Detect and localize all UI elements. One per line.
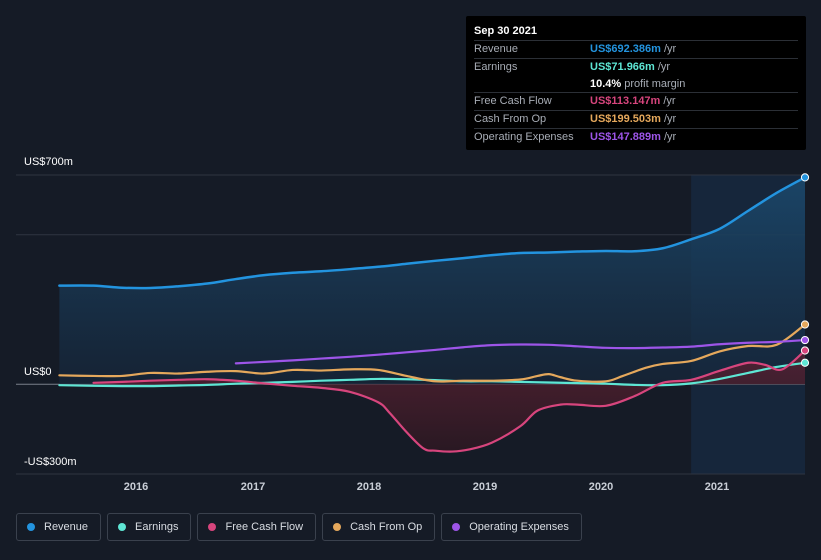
tooltip-row-cfo: Cash From Op US$199.503m /yr <box>474 110 798 128</box>
x-tick-label: 2020 <box>588 481 614 493</box>
tooltip-label: Revenue <box>474 43 519 55</box>
tooltip-value: US$113.147m <box>590 95 661 108</box>
tooltip-date: Sep 30 2021 <box>474 25 537 37</box>
free-cash-flow-area <box>93 350 806 452</box>
legend-item-earnings[interactable]: Earnings <box>107 513 192 541</box>
legend-label: Free Cash Flow <box>225 521 304 533</box>
tooltip-value: US$199.503m <box>590 113 661 126</box>
y-axis-bottom-label: -US$300m <box>24 456 77 468</box>
series-line-cfo <box>58 323 807 383</box>
legend-dot-icon <box>118 523 127 531</box>
tooltip-unit: /yr <box>657 60 671 73</box>
x-tick-label: 2017 <box>240 481 266 493</box>
legend-label: Earnings <box>135 521 179 533</box>
legend-label: Operating Expenses <box>469 521 569 533</box>
y-axis-zero-label: US$0 <box>24 366 52 378</box>
legend-item-free-cash-flow[interactable]: Free Cash Flow <box>197 513 317 541</box>
tooltip-label: Operating Expenses <box>474 130 574 143</box>
series-end-markers <box>800 173 810 367</box>
series-end-dot-fcf <box>800 346 810 355</box>
profit-margin-value: 10.4% <box>590 77 622 90</box>
legend-item-operating-expenses[interactable]: Operating Expenses <box>441 513 582 541</box>
chart-legend: Revenue Earnings Free Cash Flow Cash Fro… <box>16 513 582 541</box>
series-line-revenue <box>58 176 807 290</box>
y-axis-top-label: US$700m <box>24 156 73 168</box>
legend-dot-icon <box>208 523 217 531</box>
series-areas <box>59 177 806 452</box>
legend-dot-icon <box>333 523 342 531</box>
legend-dot-icon <box>27 523 35 531</box>
revenue-area <box>59 177 805 385</box>
series-line-earnings <box>58 361 807 388</box>
legend-dot-icon <box>452 523 461 531</box>
tooltip-row-revenue: Revenue US$692.386m /yr <box>474 40 798 58</box>
series-end-dot-cfo <box>800 320 810 329</box>
tooltip-row-fcf: Free Cash Flow US$113.147m /yr <box>474 92 798 110</box>
series-line-fcf <box>92 349 807 453</box>
legend-item-cash-from-op[interactable]: Cash From Op <box>322 513 436 541</box>
profit-margin-text: profit margin <box>624 77 686 90</box>
tooltip-row-margin: 10.4% profit margin <box>474 76 798 93</box>
tooltip-label: Cash From Op <box>474 113 547 126</box>
legend-label: Revenue <box>44 521 89 533</box>
tooltip-row-opex: Operating Expenses US$147.889m /yr <box>474 127 798 146</box>
x-tick-label: 2018 <box>356 481 382 493</box>
tooltip-unit: /yr <box>663 43 677 55</box>
x-tick-label: 2021 <box>704 481 730 493</box>
tooltip-value: US$147.889m <box>590 130 661 143</box>
tooltip-unit: /yr <box>663 113 677 126</box>
series-end-dot-revenue <box>800 173 810 182</box>
tooltip-label: Earnings <box>474 60 518 73</box>
series-end-dot-opex <box>800 335 810 345</box>
legend-label: Cash From Op <box>350 521 423 533</box>
x-tick-label: 2016 <box>123 481 149 493</box>
tooltip-unit: /yr <box>663 130 677 143</box>
tooltip-value: US$692.386m <box>590 43 661 55</box>
x-tick-label: 2019 <box>472 481 498 493</box>
tooltip-value: US$71.966m <box>590 60 655 73</box>
data-tooltip: Sep 30 2021 Revenue US$692.386m /yr Earn… <box>466 16 806 150</box>
legend-item-revenue[interactable]: Revenue <box>16 513 102 541</box>
series-lines <box>58 176 807 453</box>
tooltip-row-earnings: Earnings US$71.966m /yr <box>474 57 798 76</box>
series-line-opex <box>234 338 807 365</box>
tooltip-unit: /yr <box>663 95 676 108</box>
series-end-dot-earnings <box>800 358 810 367</box>
tooltip-label: Free Cash Flow <box>474 95 552 108</box>
